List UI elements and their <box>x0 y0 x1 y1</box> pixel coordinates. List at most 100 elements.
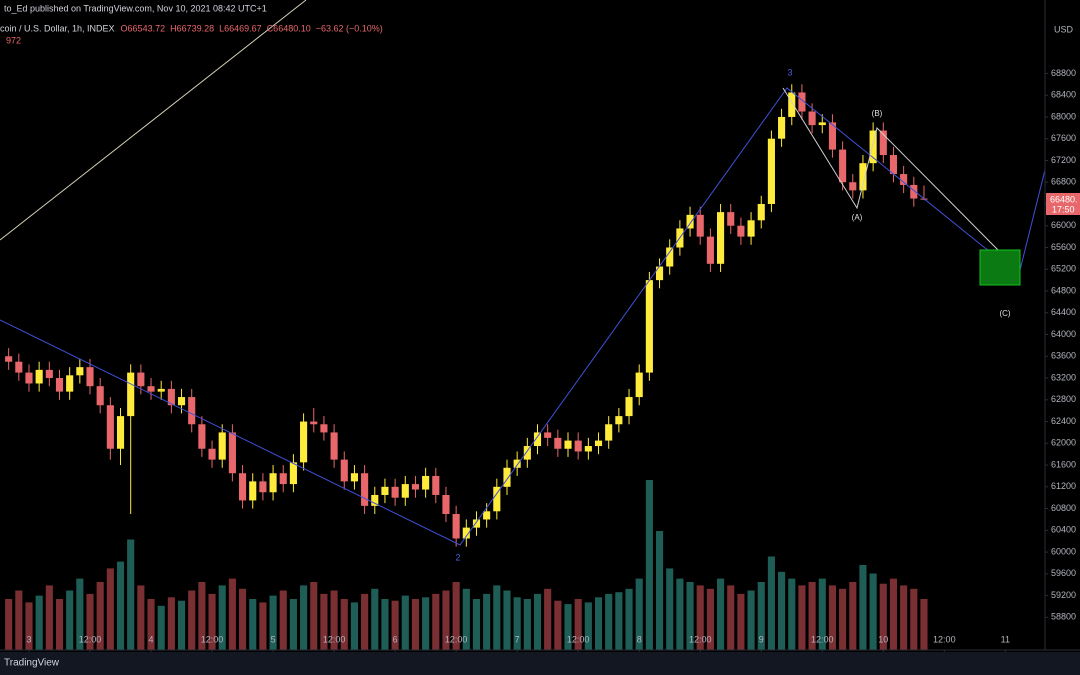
x-tick-label: 7 <box>515 634 520 644</box>
candle-body <box>239 473 247 501</box>
candle-body <box>513 459 521 468</box>
volume-bar <box>177 600 186 650</box>
volume-bar <box>381 599 389 650</box>
y-tick-label: 60400 <box>1051 525 1076 535</box>
candle-body <box>533 432 542 447</box>
volume-bar <box>167 597 175 650</box>
candle-body <box>747 220 755 237</box>
volume-bar <box>350 602 358 650</box>
x-tick-label: 6 <box>393 634 398 644</box>
candle-body <box>879 130 887 156</box>
candle-body <box>584 446 592 452</box>
volume-bar <box>869 573 877 650</box>
y-tick-label: 64400 <box>1051 307 1076 317</box>
y-tick-label: 67200 <box>1051 155 1076 165</box>
candle-body <box>493 486 501 512</box>
volume-bar <box>727 585 735 650</box>
volume-bar <box>442 590 450 650</box>
candle-body <box>76 367 84 376</box>
volume-bar <box>564 604 572 650</box>
volume-bar <box>239 588 247 650</box>
wave-line <box>0 87 1046 546</box>
candle-body <box>391 486 399 498</box>
candle-body <box>544 432 552 438</box>
y-tick-label: 65200 <box>1051 264 1076 274</box>
volume-bar <box>767 556 775 650</box>
y-tick-label: 62800 <box>1051 394 1076 404</box>
volume-bar <box>269 595 277 650</box>
change: −63.62 (−0.10%) <box>316 23 383 33</box>
publisher-line: to_Ed published on TradingView.com, Nov … <box>4 3 267 13</box>
candle-body <box>320 424 328 433</box>
volume-label: 972 <box>6 35 21 45</box>
volume-bar <box>839 588 847 650</box>
volume-bar <box>544 588 552 650</box>
volume-bar <box>808 582 816 650</box>
candle-body <box>554 437 562 449</box>
volume-bar <box>625 588 633 650</box>
y-tick-label: 61600 <box>1051 459 1076 469</box>
volume-bar <box>340 599 348 650</box>
wave-label: (A) <box>852 213 863 222</box>
volume-bar <box>778 571 786 650</box>
wave-label: (B) <box>872 109 883 118</box>
candle-body <box>188 397 196 425</box>
y-tick-label: 68000 <box>1051 111 1076 121</box>
candle-body <box>249 481 257 501</box>
candle-body <box>889 155 898 175</box>
drawings <box>0 0 1046 546</box>
y-tick-label: 68800 <box>1051 68 1076 78</box>
volume-bar <box>717 578 725 650</box>
x-tick-label: 12:00 <box>445 634 468 644</box>
volume-bar <box>422 597 430 650</box>
wave-label: 2 <box>455 552 460 562</box>
price-axis <box>1045 0 1080 650</box>
candle-body <box>167 388 175 406</box>
candle-body <box>910 184 918 199</box>
volume-bar <box>300 585 308 650</box>
candle-body <box>371 494 379 506</box>
volume-bar <box>493 585 501 650</box>
candle-body <box>350 473 358 482</box>
volume-bar <box>5 599 13 650</box>
candle-body <box>279 473 287 485</box>
volume-bar <box>188 590 196 650</box>
candle-body <box>594 440 603 447</box>
y-tick-label: 64000 <box>1051 329 1076 339</box>
y-tick-label: 63600 <box>1051 351 1076 361</box>
volume-bar <box>157 605 165 650</box>
ohlc-value: L66469.67 <box>219 23 262 33</box>
x-tick-label: 12:00 <box>567 634 590 644</box>
volume-bar <box>391 600 399 650</box>
candle-body <box>859 163 867 191</box>
candle-body <box>218 432 226 460</box>
candle-body <box>55 378 64 392</box>
candle-body <box>706 236 714 264</box>
volume-bar <box>584 602 592 650</box>
y-tick-label: 64800 <box>1051 285 1076 295</box>
y-tick-label: 65600 <box>1051 242 1076 252</box>
candle-body <box>330 432 338 460</box>
volume-bar <box>310 582 318 650</box>
y-tick-label: 62000 <box>1051 438 1076 448</box>
volume-bar <box>889 578 898 650</box>
volume-bar <box>533 593 542 650</box>
volume-bar <box>554 600 562 650</box>
candle-body <box>666 247 674 267</box>
candle-body <box>818 122 826 126</box>
volume-bar <box>137 585 145 650</box>
volume-bar <box>249 599 257 650</box>
candle-body <box>798 92 806 112</box>
volume-bar <box>411 599 420 650</box>
candle-body <box>411 484 420 490</box>
x-tick-label: 4 <box>149 634 154 644</box>
wave-label: 3 <box>787 67 792 77</box>
brand: TradingView <box>4 658 60 669</box>
candle-body <box>35 369 43 384</box>
candle-body <box>849 182 857 191</box>
x-tick-label: 8 <box>637 634 642 644</box>
volume-bar <box>574 599 582 650</box>
volume-bar <box>635 578 643 650</box>
candle-body <box>696 214 704 237</box>
